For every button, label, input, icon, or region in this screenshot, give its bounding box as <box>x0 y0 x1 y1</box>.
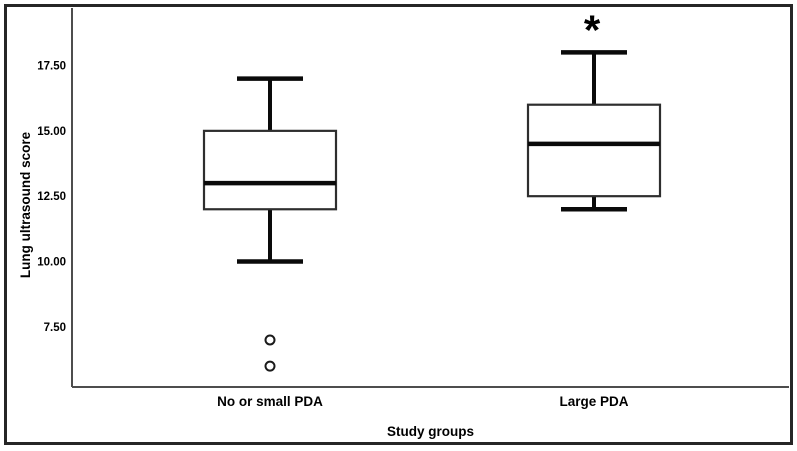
y-tick-label: 12.50 <box>37 191 66 203</box>
outlier-point <box>264 360 276 372</box>
iqr-box <box>526 103 662 198</box>
iqr-box <box>202 129 338 211</box>
y-tick-label: 7.50 <box>44 322 66 334</box>
outlier-point <box>264 334 276 346</box>
category-label: No or small PDA <box>217 394 323 409</box>
x-axis-title: Study groups <box>387 424 474 439</box>
category-label: Large PDA <box>559 394 628 409</box>
y-axis-title: Lung ultrasound score <box>18 131 33 278</box>
y-tick-label: 17.50 <box>37 61 66 73</box>
significance-asterisk: * <box>584 6 601 53</box>
y-tick-label: 10.00 <box>37 257 66 269</box>
y-tick-label: 15.00 <box>37 126 66 138</box>
